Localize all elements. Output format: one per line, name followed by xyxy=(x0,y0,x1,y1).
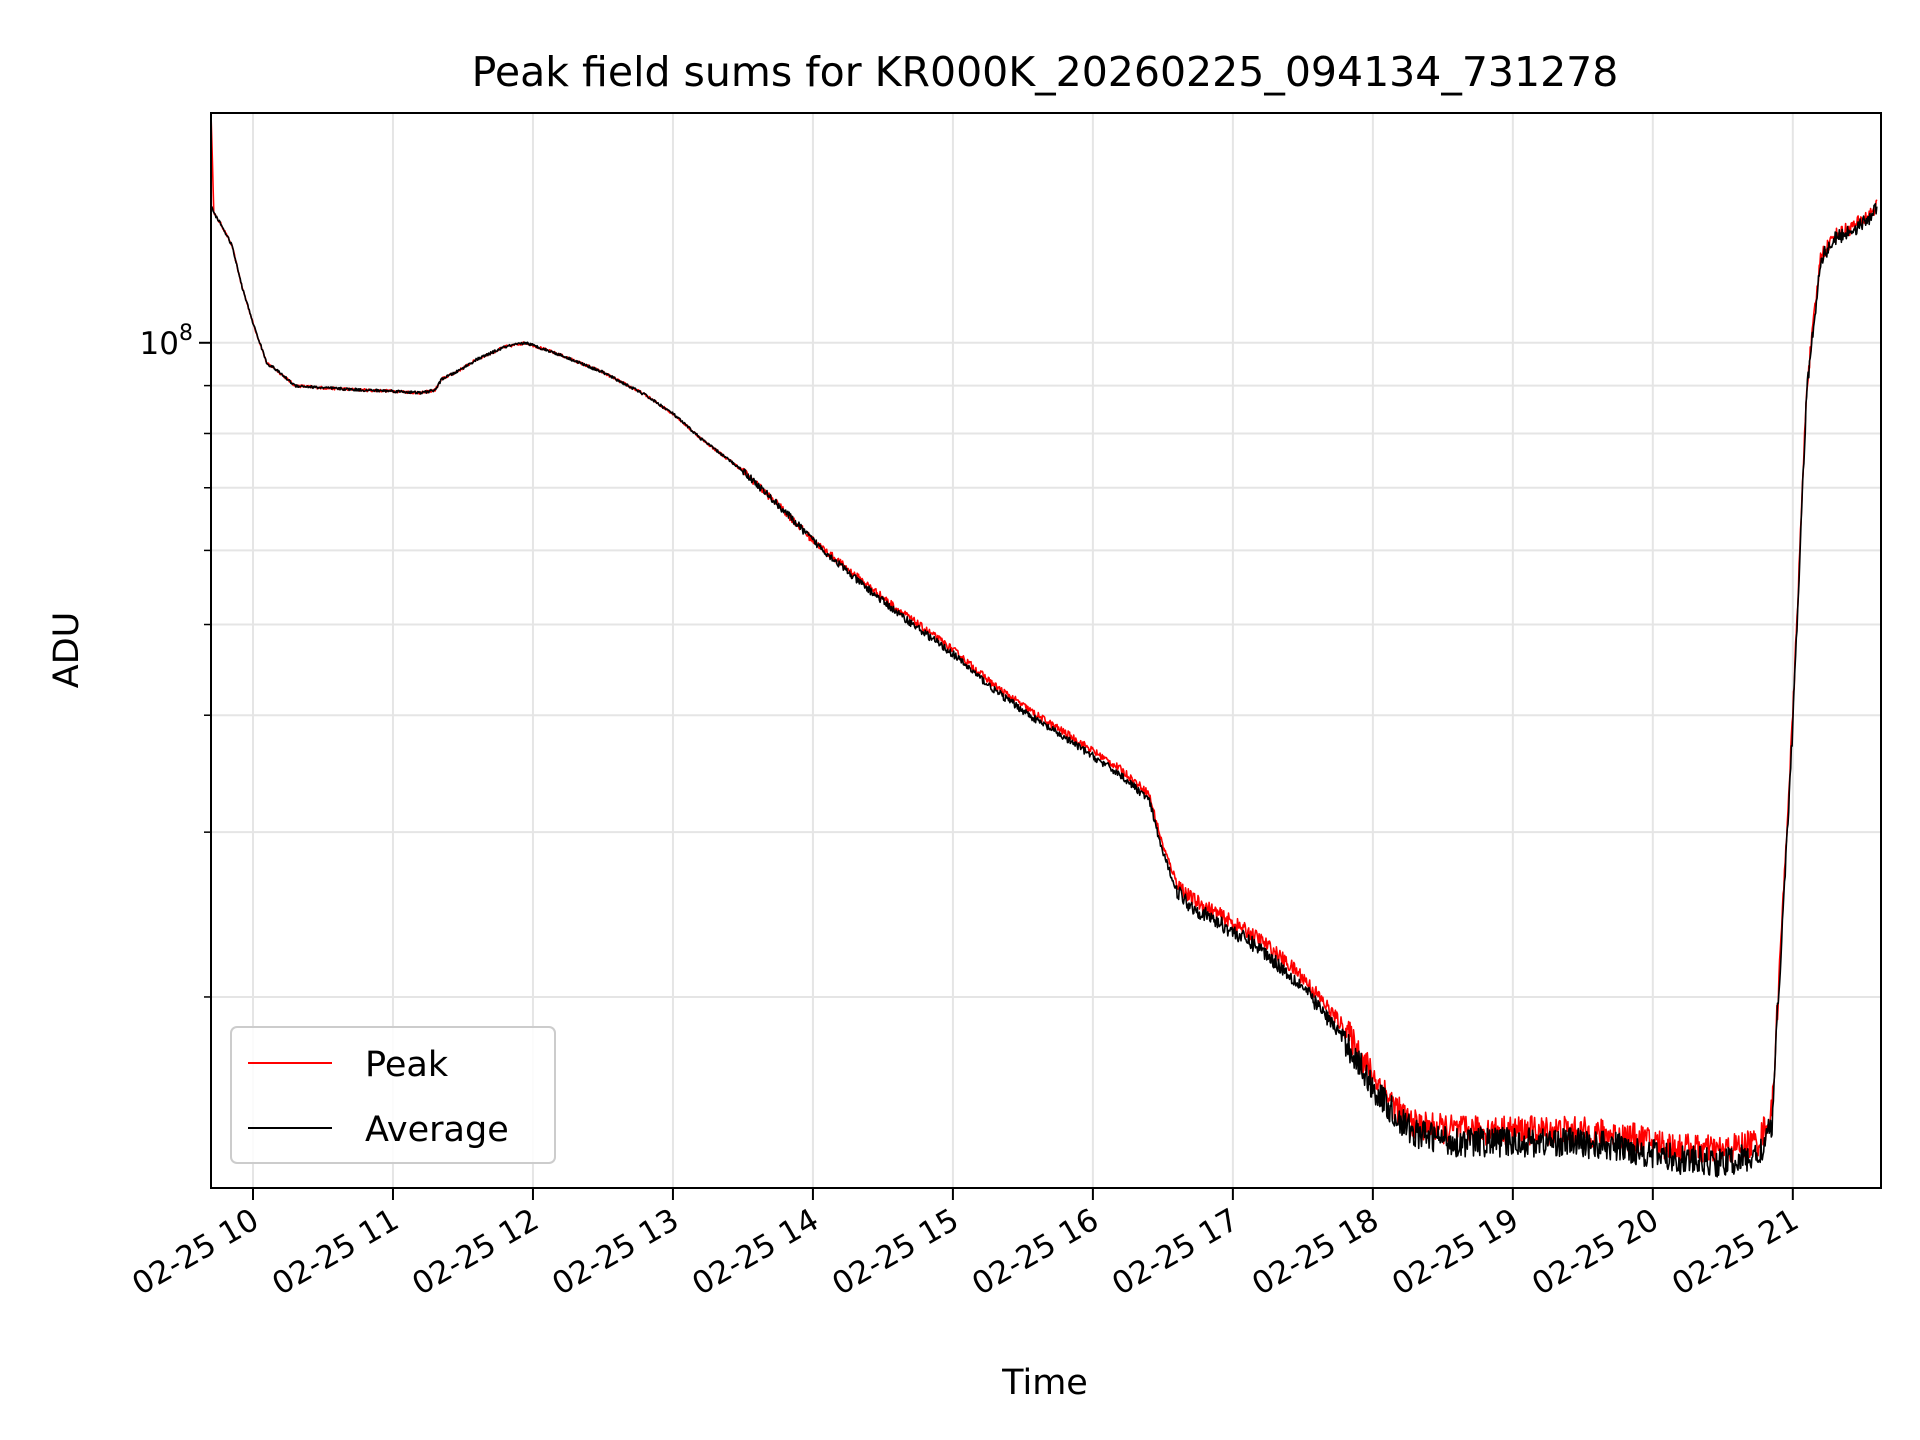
y-axis-label: ADU xyxy=(47,612,87,689)
grid xyxy=(211,113,1881,1188)
y-tick-label: 108 xyxy=(140,321,193,362)
legend-label-peak: Peak xyxy=(365,1045,449,1085)
legend-label-average: Average xyxy=(365,1110,509,1150)
series-line-average xyxy=(211,202,1878,1178)
plot-frame xyxy=(210,112,1882,1189)
x-axis-label: Time xyxy=(1001,1363,1088,1403)
y-axis: 108 xyxy=(140,321,211,998)
legend: Peak Average xyxy=(230,1026,556,1164)
chart-title: Peak field sums for KR000K_20260225_0941… xyxy=(472,48,1619,96)
series-layer xyxy=(211,114,1878,1178)
